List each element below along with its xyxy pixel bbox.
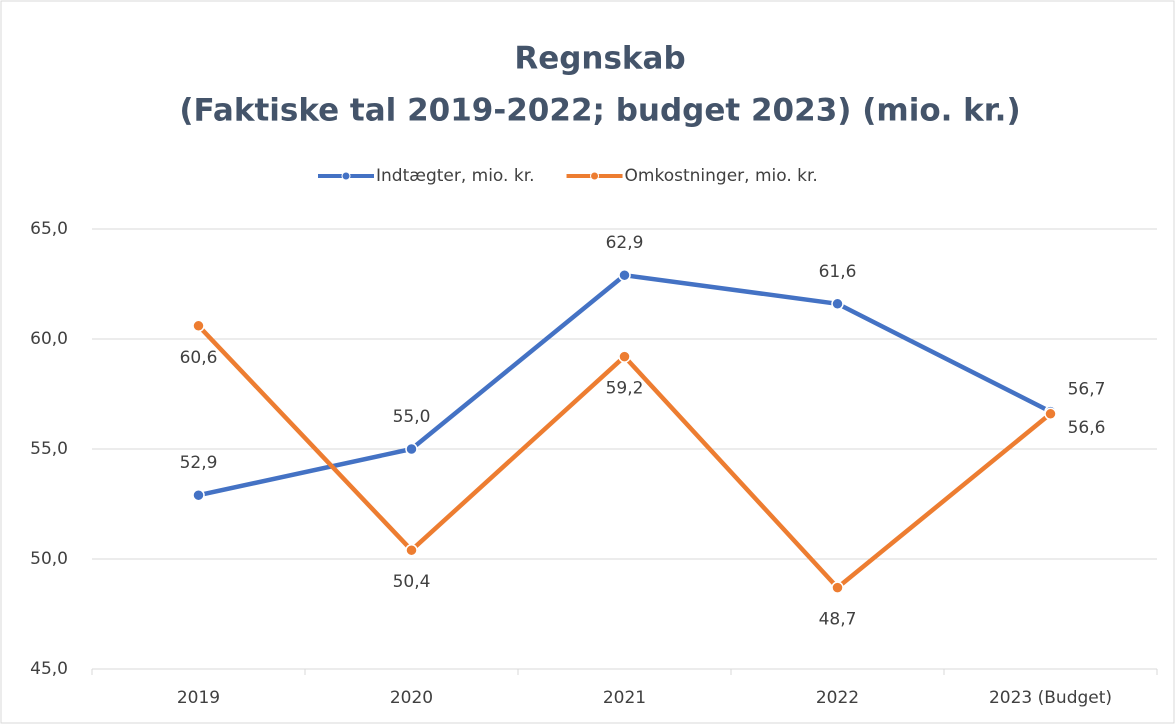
point	[405, 543, 418, 557]
y-tick-label: 60,0	[30, 329, 68, 349]
data-label: 55,0	[393, 407, 431, 427]
data-label: 59,2	[606, 379, 644, 399]
legend-marker	[590, 171, 600, 181]
x-tick-label: 2019	[177, 688, 220, 708]
point	[192, 488, 205, 502]
point	[618, 350, 631, 363]
x-tick-label: 2022	[816, 688, 859, 708]
data-label: 62,9	[606, 233, 644, 253]
point	[192, 319, 205, 333]
point	[618, 268, 631, 282]
data-label: 52,9	[180, 453, 218, 473]
x-tick-label: 2023 (Budget)	[989, 688, 1112, 708]
data-label: 48,7	[819, 610, 857, 630]
point	[1044, 407, 1057, 421]
legend-label: Omkostninger, mio. kr.	[625, 166, 818, 186]
chart-title: Regnskab	[514, 41, 685, 77]
data-label: 60,6	[180, 348, 218, 368]
chart-subtitle: (Faktiske tal 2019-2022; budget 2023) (m…	[179, 93, 1020, 129]
data-label: 56,6	[1068, 418, 1106, 438]
x-tick-label: 2020	[390, 688, 433, 708]
data-label: 61,6	[819, 262, 857, 282]
y-tick-label: 50,0	[30, 549, 68, 569]
data-label: 56,7	[1068, 380, 1106, 400]
y-tick-label: 65,0	[30, 219, 68, 239]
data-label: 50,4	[393, 572, 431, 592]
y-tick-label: 45,0	[30, 659, 68, 679]
x-tick-label: 2021	[603, 688, 646, 708]
point	[831, 581, 844, 594]
legend-marker	[341, 171, 351, 181]
point	[831, 297, 844, 311]
y-tick-label: 55,0	[30, 439, 68, 459]
legend-label: Indtægter, mio. kr.	[376, 166, 535, 186]
point	[405, 442, 418, 456]
